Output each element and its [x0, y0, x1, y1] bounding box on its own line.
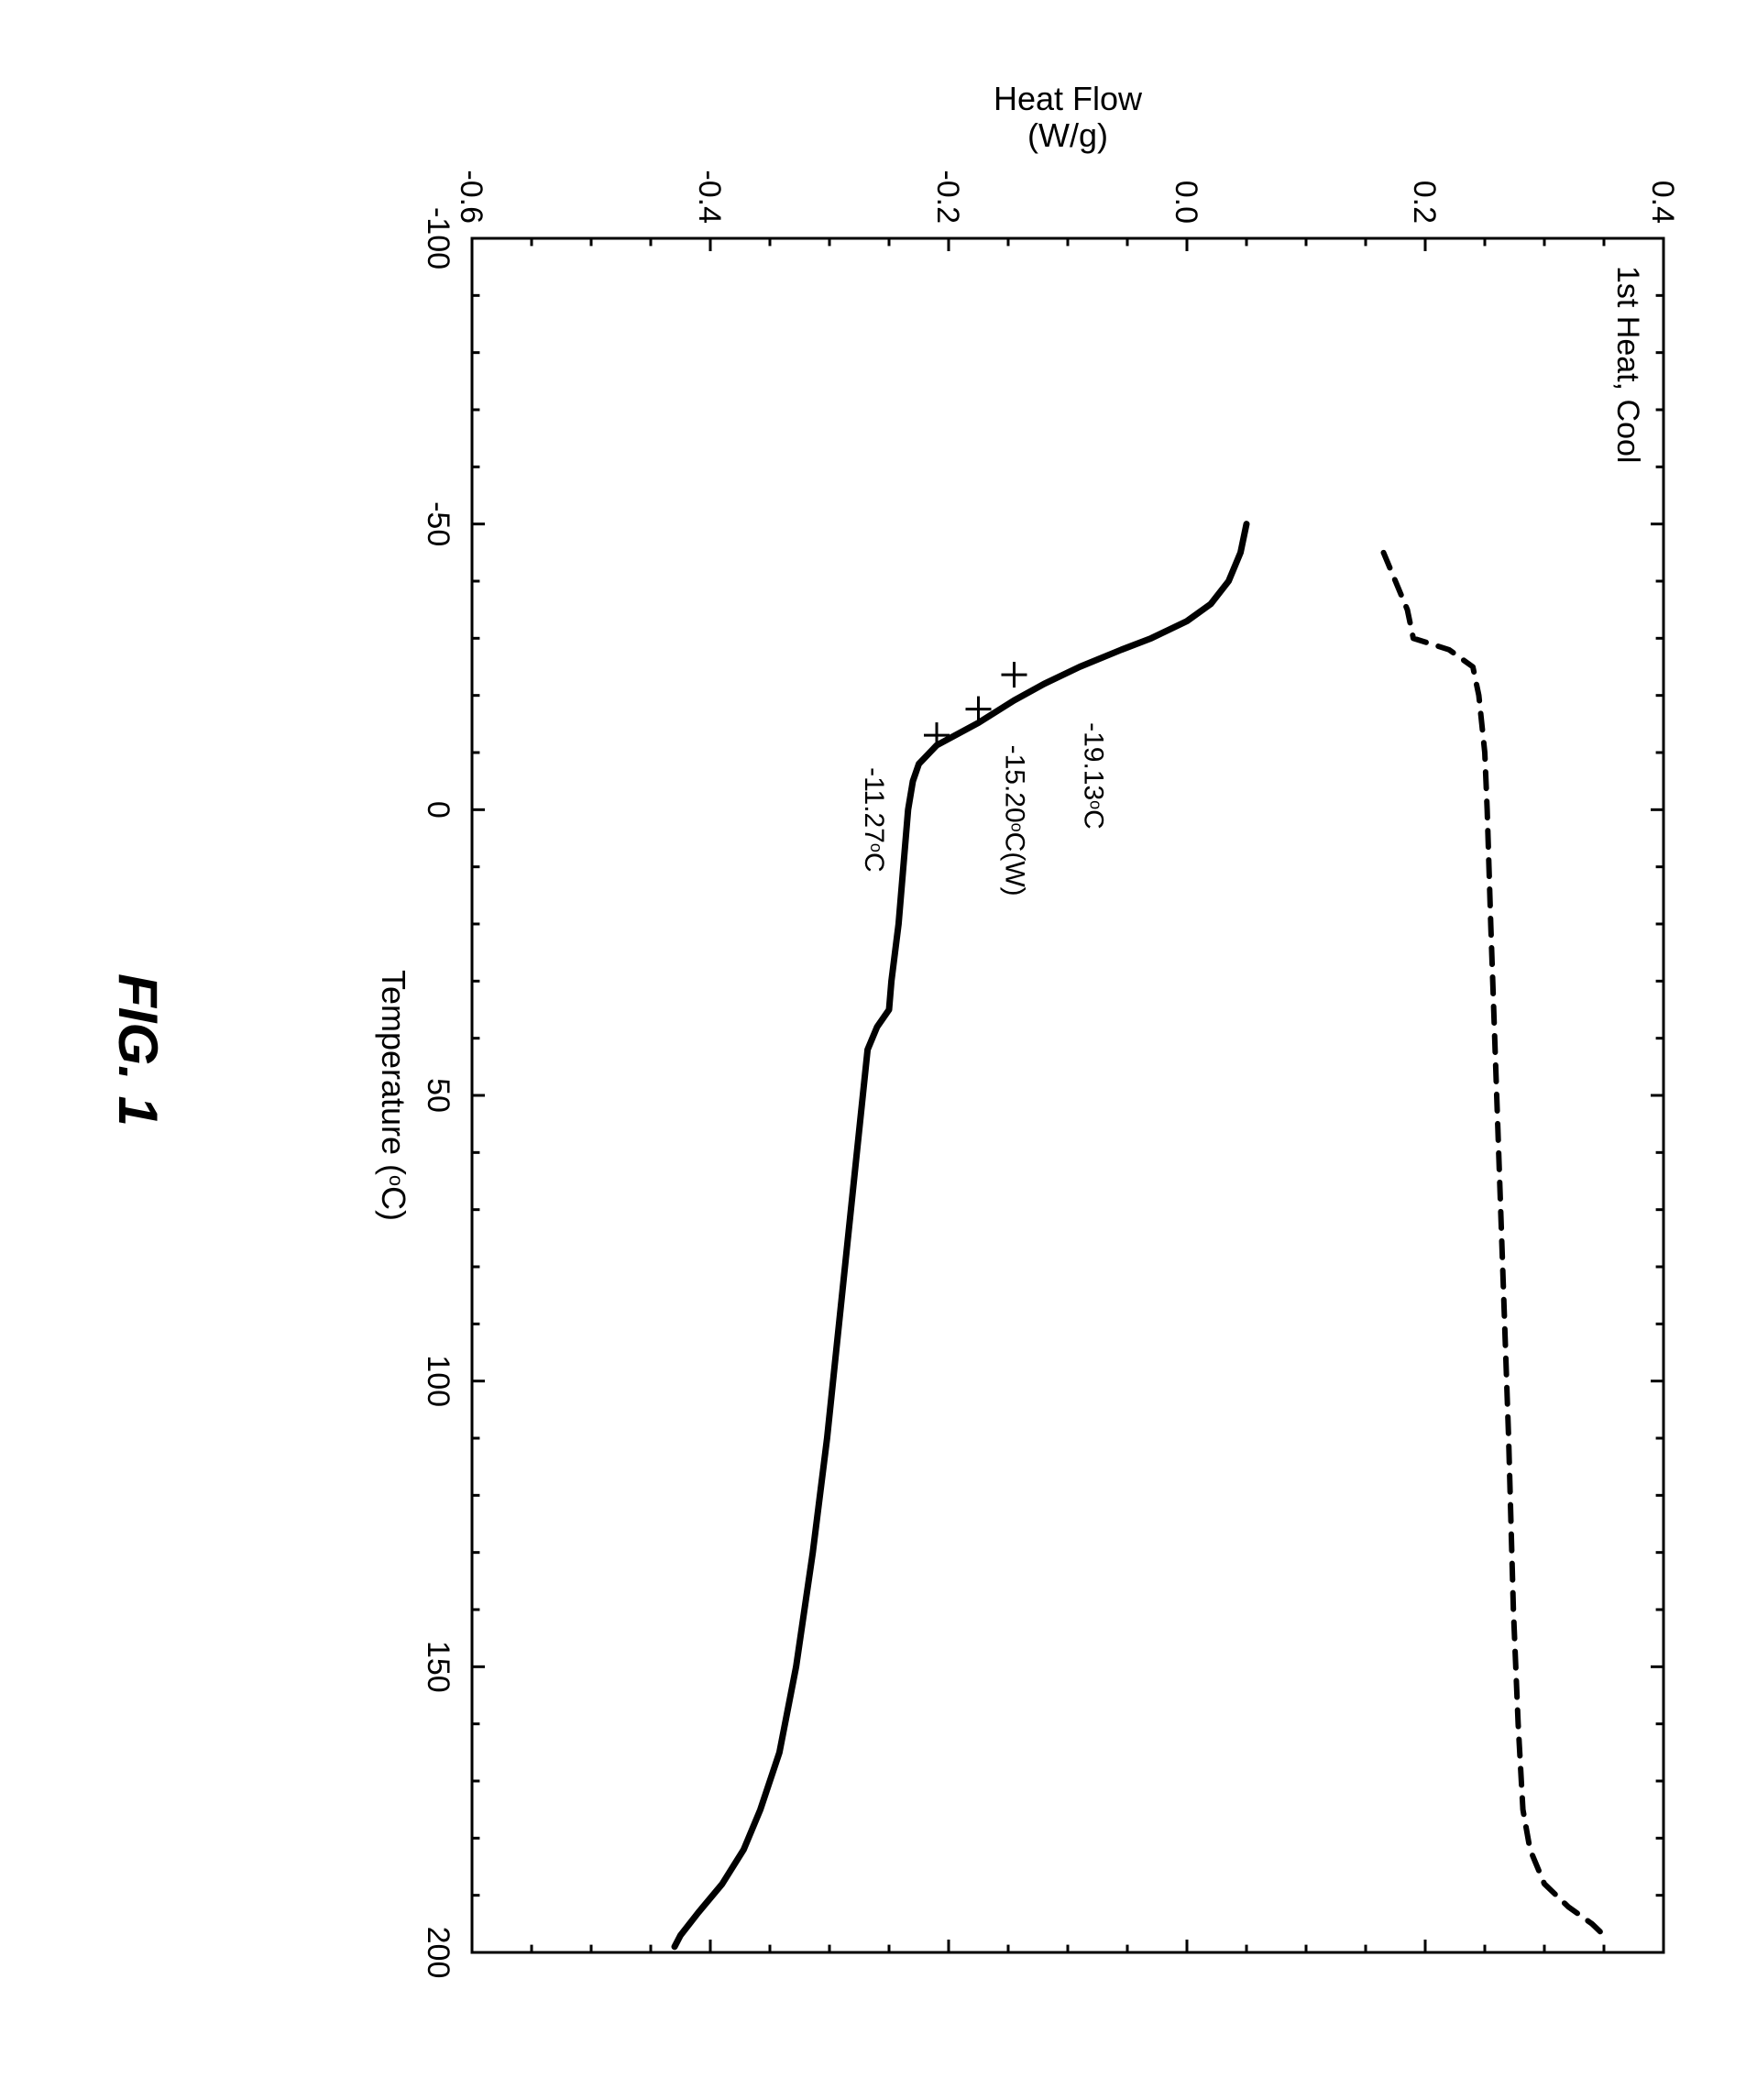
page: -100 -50 0 50 100 150 200 -0.6 -0.4 -0.2 0.0 0.2 0.4…: [0, 0, 1746, 2100]
y-tick-label: 0.2: [1407, 181, 1442, 224]
x-tick-label: -100: [421, 207, 456, 269]
x-tick-label: 100: [421, 1355, 456, 1407]
y-tick-label: 0.4: [1645, 181, 1680, 224]
y-tick-label: -0.2: [930, 170, 965, 224]
x-tick-label: -50: [421, 501, 456, 546]
figure-caption: FIG. 1: [106, 0, 170, 2100]
annotation-label: -19.13oC: [1079, 722, 1109, 830]
rotated-content: -100 -50 0 50 100 150 200 -0.6 -0.4 -0.2 0.0 0.2 0.4…: [106, 0, 1746, 2100]
x-tick-label: 0: [421, 801, 456, 819]
chart-bg: [188, 0, 1746, 2100]
x-tick-label: 200: [421, 1927, 456, 1979]
annotation-label: -15.20oC(W): [1000, 745, 1030, 896]
y-tick-label: 0.0: [1169, 181, 1203, 224]
x-tick-label: 150: [421, 1641, 456, 1693]
dsc-chart: -100 -50 0 50 100 150 200 -0.6 -0.4 -0.2 0.0 0.2 0.4…: [188, 0, 1746, 2100]
svg-text:(W/g): (W/g): [1027, 116, 1108, 154]
chart-inner-title: 1st Heat, Cool: [1610, 266, 1645, 463]
y-tick-label: -0.6: [454, 170, 489, 224]
x-tick-label: 50: [421, 1078, 456, 1113]
svg-text:Heat Flow: Heat Flow: [994, 80, 1143, 117]
y-tick-label: -0.4: [692, 170, 727, 224]
annotation-label: -11.27oC: [859, 767, 889, 873]
